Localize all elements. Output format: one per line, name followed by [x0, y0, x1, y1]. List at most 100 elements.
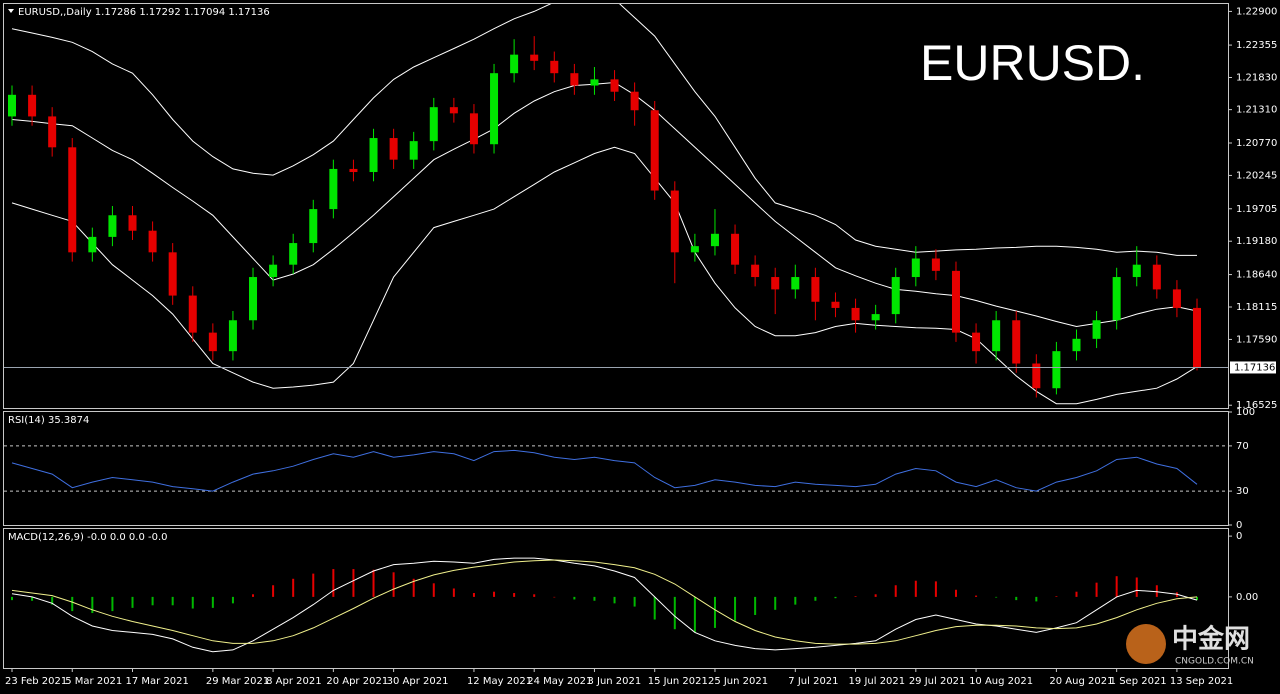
- candle-body: [610, 79, 619, 92]
- y-tick-label: 100: [1236, 407, 1255, 418]
- histogram-bar: [814, 596, 817, 601]
- histogram-bar: [312, 573, 315, 597]
- series-line: [11, 4, 1197, 256]
- histogram-bar: [914, 580, 917, 597]
- histogram-bar: [1075, 591, 1078, 597]
- y-tick-label: 0.00: [1236, 592, 1258, 603]
- candle-body: [68, 147, 77, 253]
- histogram-bar: [1115, 576, 1118, 597]
- watermark: 中金网 CNGOLD.COM.CN: [1126, 624, 1254, 667]
- y-tick-label: 1.21830: [1236, 73, 1277, 84]
- current-price-label: 1.17136: [1234, 362, 1275, 373]
- histogram-bar: [794, 596, 797, 605]
- candle-body: [1172, 289, 1181, 308]
- histogram-bar: [693, 596, 696, 633]
- y-tick-label: 1.18115: [1236, 302, 1277, 313]
- series-line: [11, 449, 1198, 492]
- candle-body: [510, 54, 519, 74]
- candle-body: [1152, 264, 1161, 290]
- x-tick-label: 13 Sep 2021: [1170, 676, 1233, 687]
- candle-body: [208, 332, 217, 352]
- candle-body: [570, 73, 579, 86]
- candle-body: [690, 246, 699, 253]
- candle-body: [751, 264, 760, 278]
- histogram-bar: [452, 588, 455, 597]
- histogram-bar: [573, 596, 576, 600]
- candle-body: [670, 190, 679, 253]
- candle-body: [1132, 264, 1141, 278]
- histogram-bar: [1196, 596, 1198, 601]
- candle-body: [389, 138, 398, 160]
- histogram-bar: [131, 596, 134, 608]
- candle-body: [550, 60, 559, 74]
- candle-body: [710, 233, 719, 247]
- x-tick-label: 12 May 2021: [467, 676, 532, 687]
- histogram-bar: [1135, 577, 1138, 597]
- histogram-bar: [854, 596, 857, 597]
- x-tick-label: 17 Mar 2021: [126, 676, 189, 687]
- y-tick-label: 0: [1236, 520, 1242, 531]
- histogram-bar: [71, 596, 74, 612]
- candle-body: [329, 168, 338, 210]
- x-tick-label: 10 Aug 2021: [969, 676, 1033, 687]
- histogram-bar: [231, 596, 234, 604]
- histogram-bar: [834, 596, 837, 599]
- series-line: [11, 557, 1198, 653]
- series-line: [11, 81, 1198, 328]
- histogram-bar: [673, 596, 676, 630]
- y-tick-label: 1.18640: [1236, 270, 1277, 281]
- candle-body: [490, 73, 499, 145]
- histogram-bar: [292, 578, 295, 597]
- histogram-bar: [392, 572, 395, 597]
- candle-body: [1032, 363, 1041, 389]
- candle-body: [831, 301, 840, 308]
- price-plot: [8, 4, 1201, 405]
- histogram-bar: [934, 581, 937, 597]
- menu-arrow[interactable]: [8, 9, 14, 13]
- x-tick-label: 3 Jun 2021: [587, 676, 641, 687]
- series-line: [11, 559, 1198, 645]
- histogram-bar: [754, 596, 757, 615]
- candle-body: [530, 54, 539, 61]
- histogram-bar: [874, 594, 877, 597]
- x-tick-label: 5 Mar 2021: [65, 676, 122, 687]
- histogram-bar: [11, 596, 13, 601]
- x-tick-label: 8 Apr 2021: [266, 676, 321, 687]
- histogram-bar: [31, 596, 34, 601]
- candle-body: [148, 230, 157, 253]
- candle-body: [731, 233, 740, 265]
- histogram-bar: [191, 596, 194, 609]
- y-tick-label: 1.20245: [1236, 170, 1277, 181]
- candle-body: [1072, 338, 1081, 352]
- macd-title: MACD(12,26,9) -0.0 0.0 0.0 -0.0: [8, 532, 168, 543]
- symbol-label: EURUSD.: [920, 35, 1145, 91]
- candle-body: [791, 277, 800, 290]
- x-tick-label: 15 Jun 2021: [648, 676, 708, 687]
- candle-body: [349, 168, 358, 173]
- histogram-bar: [774, 596, 777, 610]
- y-tick-label: 30: [1236, 486, 1249, 497]
- histogram-bar: [513, 593, 516, 597]
- candle-body: [630, 91, 639, 111]
- candle-body: [369, 138, 378, 173]
- histogram-bar: [91, 596, 94, 614]
- series-line: [11, 146, 1198, 405]
- candle-body: [951, 270, 960, 333]
- y-tick-label: 1.19705: [1236, 204, 1277, 215]
- histogram-bar: [1055, 596, 1058, 597]
- x-tick-label: 23 Feb 2021: [5, 676, 67, 687]
- candle-body: [309, 209, 318, 244]
- y-tick-label: 1.21310: [1236, 105, 1277, 116]
- x-tick-label: 20 Aug 2021: [1049, 676, 1113, 687]
- histogram-bar: [954, 589, 957, 597]
- histogram-bar: [593, 596, 596, 601]
- histogram-bar: [272, 585, 275, 597]
- candle-body: [188, 295, 197, 333]
- candle-body: [429, 107, 438, 142]
- candle-body: [289, 243, 298, 265]
- y-tick-label: 0: [1236, 531, 1242, 542]
- watermark-text: 中金网: [1172, 624, 1250, 655]
- histogram-bar: [995, 596, 998, 598]
